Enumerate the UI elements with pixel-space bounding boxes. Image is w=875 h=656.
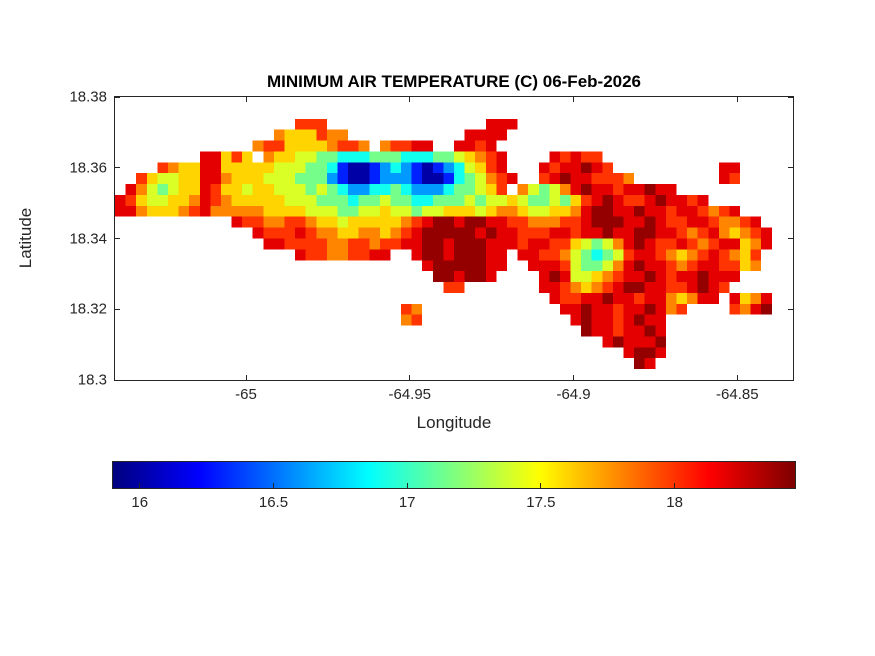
colorbar-tick-label: 18 xyxy=(666,494,683,511)
y-axis-label: Latitude xyxy=(16,207,35,268)
colorbar-tick-mark xyxy=(272,483,274,488)
temperature-heatmap-canvas xyxy=(115,97,793,380)
x-tick-mark xyxy=(736,97,738,102)
y-tick-mark xyxy=(788,238,793,239)
x-tick-label: -65 xyxy=(235,386,257,403)
x-tick-labels: -65 -64.95 -64.9 -64.85 xyxy=(115,386,793,406)
y-tick-label: 18.32 xyxy=(69,300,107,318)
x-tick-mark xyxy=(245,375,247,380)
colorbar-tick-mark xyxy=(674,483,676,488)
x-tick-mark xyxy=(736,375,738,380)
plot-title: MINIMUM AIR TEMPERATURE (C) 06-Feb-2026 xyxy=(266,72,642,91)
y-axis-label-container: Latitude xyxy=(14,96,38,379)
y-tick-label: 18.36 xyxy=(69,159,107,177)
colorbar xyxy=(112,461,796,489)
x-tick-label: -64.85 xyxy=(716,386,759,403)
y-tick-mark xyxy=(788,379,793,381)
x-tick-mark xyxy=(245,97,247,102)
colorbar-tick-mark xyxy=(540,483,542,488)
plot-axes xyxy=(114,96,794,381)
x-tick-mark xyxy=(573,97,575,102)
x-tick-label: -64.9 xyxy=(556,386,591,403)
colorbar-tick-label: 17 xyxy=(398,494,416,511)
y-tick-label: 18.3 xyxy=(77,371,107,389)
x-axis-label: Longitude xyxy=(416,413,492,432)
colorbar-tick-labels: 16 16.5 17 17.5 18 xyxy=(113,494,795,514)
y-tick-label: 18.34 xyxy=(69,230,107,247)
y-tick-label: 18.38 xyxy=(69,88,107,106)
x-tick-label: -64.95 xyxy=(388,386,432,403)
y-tick-mark xyxy=(788,308,793,310)
colorbar-tick-label: 17.5 xyxy=(526,494,556,511)
y-tick-labels: 18.38 18.36 18.34 18.32 18.3 xyxy=(0,89,107,389)
y-tick-mark xyxy=(788,96,793,98)
colorbar-tick-mark xyxy=(139,483,141,488)
colorbar-tick-mark xyxy=(406,483,408,488)
y-tick-mark xyxy=(115,96,120,98)
y-tick-mark xyxy=(788,167,793,169)
x-tick-mark xyxy=(573,375,575,380)
x-tick-mark xyxy=(409,97,411,102)
y-tick-mark xyxy=(115,238,120,239)
colorbar-tick-label: 16.5 xyxy=(258,494,289,511)
y-tick-mark xyxy=(115,379,120,381)
y-tick-mark xyxy=(115,167,120,169)
x-tick-mark xyxy=(409,375,411,380)
colorbar-tick-label: 16 xyxy=(131,494,149,511)
colorbar-canvas xyxy=(113,462,795,488)
y-tick-mark xyxy=(115,308,120,310)
